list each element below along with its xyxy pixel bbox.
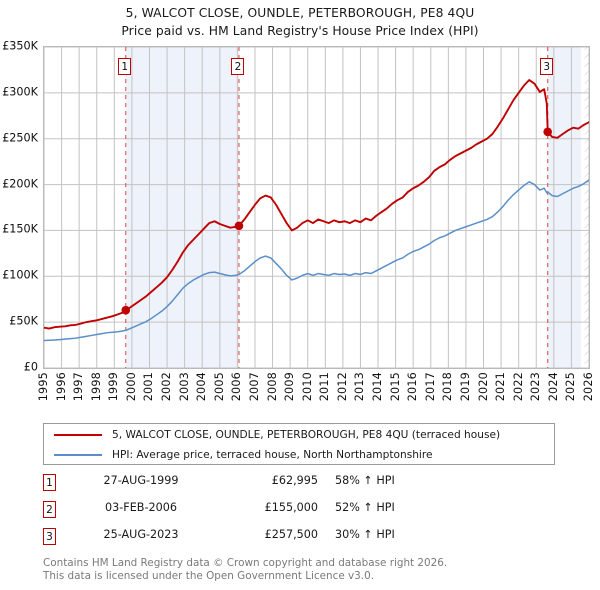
y-axis-tick-label: £50K [9, 314, 38, 328]
x-axis-tick-label: 2005 [212, 372, 226, 402]
transactions-table: 1 27-AUG-1999 £62,995 58% ↑ HPI 2 03-FEB… [43, 472, 563, 553]
x-axis: 1995 1996 1997 1998 1999 2000 2001 2002 2003 2004… [37, 372, 595, 418]
legend-label-property: 5, WALCOT CLOSE, OUNDLE, PETERBOROUGH, P… [112, 428, 501, 441]
transaction-hpi-3: 30% ↑ HPI [335, 528, 395, 541]
transaction-badge-1: 1 [43, 474, 56, 491]
x-axis-tick-label: 2020 [476, 372, 490, 402]
x-axis-tick-label: 2012 [335, 372, 349, 402]
chart-legend: 5, WALCOT CLOSE, OUNDLE, PETERBOROUGH, P… [43, 423, 555, 465]
transaction-price-3: £257,500 [264, 528, 318, 541]
x-axis-tick-label: 2000 [124, 372, 138, 402]
chart-marker-box-3[interactable]: 3 [540, 58, 554, 75]
y-axis-tick-label: £250K [2, 131, 38, 145]
y-axis: £0 £50K £100K £150K £200K £250K £300K £350K [0, 40, 41, 374]
y-axis-tick-label: £300K [2, 85, 38, 99]
transaction-date-1: 27-AUG-1999 [103, 474, 179, 487]
x-axis-tick-label: 2023 [529, 372, 543, 402]
x-axis-tick-label: 1995 [37, 372, 50, 402]
x-axis-tick-label: 1999 [107, 372, 121, 402]
x-axis-tick-label: 1996 [54, 372, 68, 402]
page-title: 5, WALCOT CLOSE, OUNDLE, PETERBOROUGH, P… [125, 6, 475, 20]
table-row[interactable]: 1 27-AUG-1999 £62,995 58% ↑ HPI [43, 472, 563, 499]
x-axis-tick-label: 2017 [423, 372, 437, 402]
x-axis-tick-label: 2018 [441, 372, 455, 402]
transaction-hpi-2: 52% ↑ HPI [335, 501, 395, 514]
x-axis-tick-label: 2002 [160, 372, 174, 402]
chart-title-block: 5, WALCOT CLOSE, OUNDLE, PETERBOROUGH, P… [0, 0, 600, 40]
transaction-badge-3: 3 [43, 528, 56, 545]
x-axis-tick-label: 2001 [142, 372, 156, 402]
legend-item-hpi[interactable]: HPI: Average price, terraced house, Nort… [44, 444, 554, 465]
footer-line-2: This data is licensed under the Open Gov… [43, 569, 375, 582]
x-axis-tick-label: 1998 [89, 372, 103, 402]
y-axis-tick-label: £100K [2, 268, 38, 282]
chart-marker-box-2[interactable]: 2 [231, 58, 245, 75]
chart-marker-box-1[interactable]: 1 [118, 58, 132, 75]
y-axis-tick-label: £200K [2, 177, 38, 191]
x-axis-tick-label: 2026 [582, 372, 595, 402]
transaction-date-2: 03-FEB-2006 [105, 501, 177, 514]
table-row[interactable]: 3 25-AUG-2023 £257,500 30% ↑ HPI [43, 526, 563, 553]
transaction-price-2: £155,000 [264, 501, 318, 514]
transaction-badge-2: 2 [43, 501, 56, 518]
transaction-price-1: £62,995 [271, 474, 318, 487]
y-axis-tick-label: £0 [23, 360, 38, 374]
x-axis-tick-label: 2025 [564, 372, 578, 402]
y-axis-tick-label: £350K [2, 39, 38, 53]
legend-item-property[interactable]: 5, WALCOT CLOSE, OUNDLE, PETERBOROUGH, P… [44, 424, 554, 445]
x-axis-tick-label: 2007 [247, 372, 261, 402]
page-subtitle: Price paid vs. HM Land Registry's House … [121, 24, 479, 38]
legend-label-hpi: HPI: Average price, terraced house, Nort… [112, 448, 433, 461]
chart-svg [44, 47, 589, 368]
footer-attribution: Contains HM Land Registry data © Crown c… [43, 557, 583, 582]
x-axis-tick-label: 2010 [300, 372, 314, 402]
x-axis-tick-label: 2008 [265, 372, 279, 402]
x-axis-tick-label: 1997 [72, 372, 86, 402]
x-axis-tick-label: 2013 [353, 372, 367, 402]
x-axis-tick-label: 2019 [458, 372, 472, 402]
x-axis-tick-label: 2003 [177, 372, 191, 402]
x-axis-tick-label: 2016 [406, 372, 420, 402]
x-axis-tick-label: 2004 [195, 372, 209, 402]
transaction-hpi-1: 58% ↑ HPI [335, 474, 395, 487]
x-axis-tick-label: 2021 [494, 372, 508, 402]
transaction-date-3: 25-AUG-2023 [103, 528, 179, 541]
footer-line-1: Contains HM Land Registry data © Crown c… [43, 557, 448, 569]
legend-swatch-property [54, 433, 102, 436]
table-row[interactable]: 2 03-FEB-2006 £155,000 52% ↑ HPI [43, 499, 563, 526]
x-axis-tick-label: 2015 [388, 372, 402, 402]
legend-swatch-hpi [54, 453, 102, 456]
x-axis-tick-label: 2009 [283, 372, 297, 402]
chart-plot-area[interactable] [43, 46, 590, 369]
x-axis-tick-label: 2024 [546, 372, 560, 402]
x-axis-tick-label: 2014 [371, 372, 385, 402]
x-axis-tick-label: 2022 [511, 372, 525, 402]
x-axis-tick-label: 2006 [230, 372, 244, 402]
x-axis-tick-label: 2011 [318, 372, 332, 402]
y-axis-tick-label: £150K [2, 222, 38, 236]
